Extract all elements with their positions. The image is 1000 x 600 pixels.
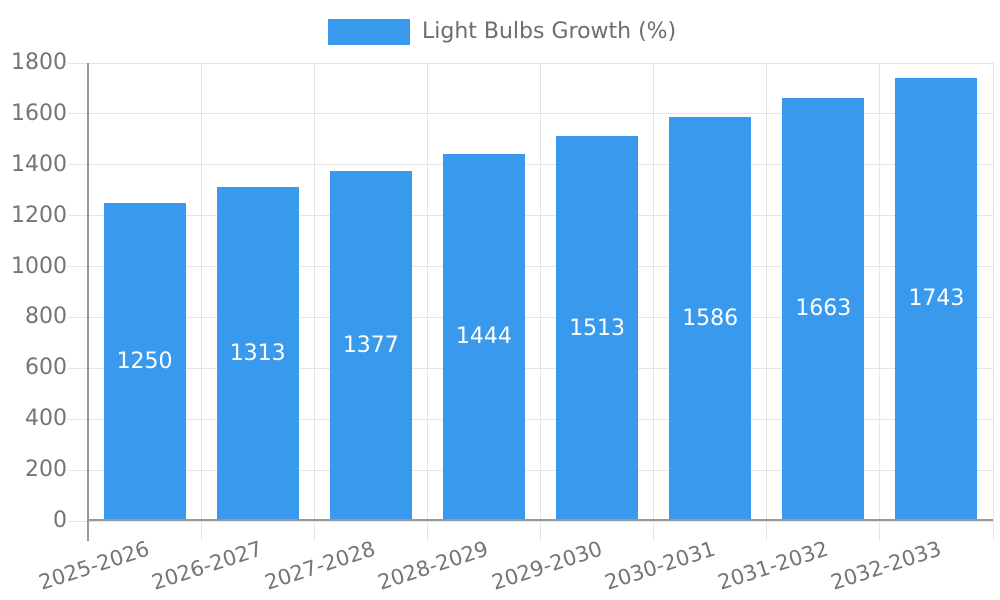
gridline-vertical — [992, 63, 994, 541]
bar[interactable]: 1663 — [782, 97, 865, 521]
x-tick-label: 2028-2029 — [375, 536, 492, 595]
y-tick-label: 800 — [25, 304, 67, 330]
x-tick-label: 2025-2026 — [35, 536, 153, 595]
bar-value-label: 1586 — [682, 306, 739, 332]
gridline-vertical — [879, 63, 881, 541]
y-tick-label: 1800 — [11, 50, 67, 75]
legend-swatch — [328, 19, 410, 45]
bar[interactable]: 1444 — [442, 153, 525, 521]
gridline-horizontal — [68, 164, 993, 166]
bar-value-label: 1250 — [116, 348, 173, 374]
gridline-horizontal — [68, 469, 993, 471]
gridline-vertical — [540, 63, 541, 541]
bar-value-label: 1743 — [908, 286, 965, 312]
x-tick-label: 2029-2030 — [488, 536, 605, 595]
x-tick-label: 2030-2031 — [601, 536, 718, 595]
gridline-vertical — [313, 63, 315, 541]
x-tick-label: 2027-2028 — [262, 536, 379, 595]
bar[interactable]: 1586 — [669, 117, 752, 521]
y-axis-line — [87, 63, 89, 541]
legend-label: Light Bulbs Growth (%) — [422, 19, 677, 44]
bar-value-label: 1444 — [455, 324, 512, 350]
gridline-horizontal — [68, 418, 993, 420]
x-tick-label: 2026-2027 — [149, 536, 266, 595]
bar[interactable]: 1377 — [329, 170, 412, 521]
y-tick-label: 600 — [25, 355, 67, 381]
gridline-vertical — [426, 63, 428, 541]
x-tick-label: 2032-2033 — [827, 536, 945, 595]
bar[interactable]: 1250 — [103, 202, 186, 521]
gridline-horizontal — [68, 367, 993, 369]
bar-value-label: 1313 — [229, 340, 286, 366]
gridline-horizontal — [68, 215, 993, 217]
gridline-horizontal — [68, 316, 993, 318]
y-tick-label: 400 — [25, 406, 67, 432]
gridline-horizontal — [68, 62, 993, 64]
bar-value-label: 1377 — [342, 332, 399, 358]
bar[interactable]: 1513 — [556, 136, 639, 521]
gridline-vertical — [200, 63, 202, 541]
gridline-horizontal — [68, 520, 993, 522]
x-axis-line — [88, 519, 993, 521]
y-tick-label: 1000 — [11, 253, 67, 279]
gridline-vertical — [766, 63, 768, 541]
gridline-horizontal — [68, 266, 993, 268]
bar[interactable]: 1313 — [216, 186, 299, 521]
y-tick-label: 0 — [53, 508, 67, 533]
y-tick-label: 1400 — [11, 151, 67, 177]
bar-value-label: 1513 — [569, 315, 626, 341]
plot-area: 0 200 400 600 800 1000 1200 1400 1600 1800 1250 202… — [11, 50, 994, 595]
y-tick-label: 1200 — [11, 202, 67, 228]
bar-value-label: 1663 — [795, 296, 852, 322]
x-tick-label: 2031-2032 — [714, 536, 832, 595]
bar[interactable]: 1743 — [895, 77, 978, 521]
y-tick-label: 1600 — [11, 100, 67, 126]
gridline-horizontal — [68, 113, 993, 115]
legend-item[interactable]: Light Bulbs Growth (%) — [328, 19, 676, 45]
gridline-vertical — [653, 63, 655, 541]
y-tick-label: 200 — [25, 457, 67, 483]
